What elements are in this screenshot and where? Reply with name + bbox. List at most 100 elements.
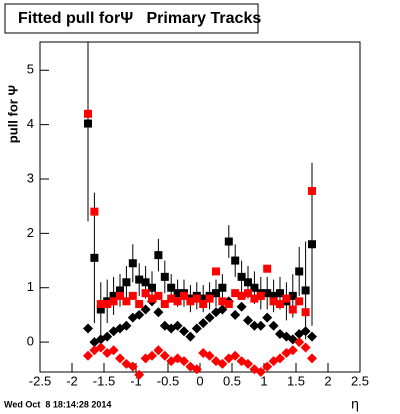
- marker-square: [96, 300, 105, 309]
- marker-diamond: [83, 323, 93, 334]
- marker-square: [218, 297, 227, 306]
- marker-square: [141, 278, 150, 287]
- marker-square: [244, 278, 252, 287]
- marker-diamond: [102, 331, 113, 342]
- marker-square: [128, 259, 137, 268]
- marker-square: [173, 297, 182, 306]
- x-tick-label: 2.5: [351, 373, 369, 388]
- marker-square: [295, 297, 304, 306]
- marker-diamond: [108, 345, 119, 356]
- marker-square: [276, 300, 284, 309]
- marker-square: [250, 294, 259, 303]
- marker-diamond: [262, 361, 273, 372]
- marker-diamond: [134, 369, 145, 380]
- marker-square: [84, 109, 92, 118]
- marker-square: [212, 267, 220, 276]
- marker-diamond: [300, 326, 311, 337]
- marker-diamond: [185, 331, 196, 342]
- y-axis-label: pull for Ψ: [5, 85, 20, 143]
- x-tick-label: -2.5: [29, 373, 51, 388]
- marker-square: [269, 291, 278, 300]
- marker-square: [122, 297, 131, 306]
- marker-square: [218, 283, 227, 292]
- marker-diamond: [121, 320, 132, 331]
- marker-square: [109, 291, 118, 300]
- marker-square: [301, 308, 310, 317]
- marker-square: [282, 294, 291, 303]
- marker-diamond: [134, 309, 145, 320]
- marker-square: [154, 291, 163, 300]
- marker-square: [167, 283, 176, 292]
- marker-square: [231, 256, 240, 265]
- marker-diamond: [95, 342, 106, 353]
- marker-square: [154, 251, 163, 260]
- marker-square: [141, 289, 150, 298]
- marker-diamond: [83, 350, 93, 361]
- marker-square: [173, 289, 182, 298]
- marker-square: [96, 305, 105, 314]
- marker-diamond: [127, 361, 138, 372]
- marker-diamond: [243, 315, 253, 326]
- marker-square: [167, 294, 176, 303]
- marker-square: [192, 294, 201, 303]
- marker-square: [224, 300, 233, 309]
- marker-diamond: [204, 312, 215, 323]
- y-tick-label: 4: [27, 116, 34, 131]
- marker-square: [256, 291, 265, 300]
- x-tick-label: -0.5: [157, 373, 179, 388]
- marker-square: [128, 291, 137, 300]
- marker-diamond: [255, 320, 266, 331]
- y-tick-label: 1: [27, 279, 34, 294]
- y-tick-label: 2: [27, 225, 34, 240]
- marker-diamond: [236, 301, 247, 312]
- marker-diamond: [159, 350, 170, 361]
- y-tick-label: 0: [27, 334, 34, 349]
- marker-diamond: [179, 356, 189, 367]
- marker-square: [237, 272, 246, 281]
- marker-diamond: [179, 326, 189, 337]
- marker-square: [301, 286, 310, 295]
- marker-square: [288, 291, 297, 300]
- marker-diamond: [191, 364, 202, 375]
- marker-diamond: [275, 353, 285, 364]
- marker-square: [199, 294, 208, 303]
- y-tick-label: 3: [27, 170, 34, 185]
- marker-square: [237, 291, 246, 300]
- marker-square: [148, 283, 156, 292]
- marker-diamond: [204, 350, 215, 361]
- x-tick-label: -1: [130, 373, 142, 388]
- x-tick-label: 1.5: [287, 373, 305, 388]
- x-tick-label: -2: [66, 373, 78, 388]
- marker-square: [116, 291, 124, 300]
- marker-diamond: [307, 331, 317, 342]
- timestamp: Wed Oct 8 18:14:28 2014: [4, 399, 111, 409]
- marker-square: [160, 300, 169, 309]
- y-tick-label: 5: [27, 62, 34, 77]
- marker-square: [269, 297, 278, 306]
- marker-square: [231, 289, 240, 298]
- x-tick-label: -1.5: [93, 373, 115, 388]
- marker-diamond: [262, 312, 273, 323]
- marker-square: [308, 186, 316, 195]
- marker-diamond: [255, 367, 266, 377]
- marker-square: [116, 286, 124, 295]
- marker-diamond: [230, 309, 241, 320]
- marker-square: [308, 240, 316, 249]
- marker-square: [295, 267, 304, 276]
- marker-diamond: [153, 345, 164, 356]
- x-tick-label: 1: [260, 373, 267, 388]
- marker-square: [84, 119, 92, 128]
- marker-diamond: [153, 307, 164, 318]
- marker-square: [186, 297, 195, 306]
- x-tick-label: 0: [196, 373, 203, 388]
- marker-square: [180, 291, 188, 300]
- marker-square: [135, 300, 144, 309]
- marker-square: [276, 289, 284, 298]
- x-axis-label: η: [351, 396, 359, 412]
- marker-diamond: [198, 318, 209, 329]
- marker-square: [263, 289, 272, 298]
- marker-diamond: [287, 345, 298, 356]
- marker-diamond: [115, 353, 125, 364]
- marker-diamond: [230, 350, 241, 361]
